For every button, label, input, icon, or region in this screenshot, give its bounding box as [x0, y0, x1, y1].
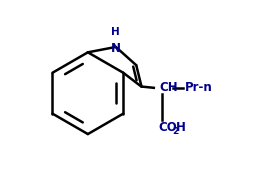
Text: CH: CH: [160, 81, 179, 94]
Text: 2: 2: [173, 127, 179, 136]
Text: Pr-n: Pr-n: [185, 81, 212, 94]
Text: H: H: [176, 121, 186, 134]
Text: CO: CO: [158, 121, 177, 134]
Text: H: H: [112, 27, 120, 37]
Text: N: N: [111, 42, 121, 55]
